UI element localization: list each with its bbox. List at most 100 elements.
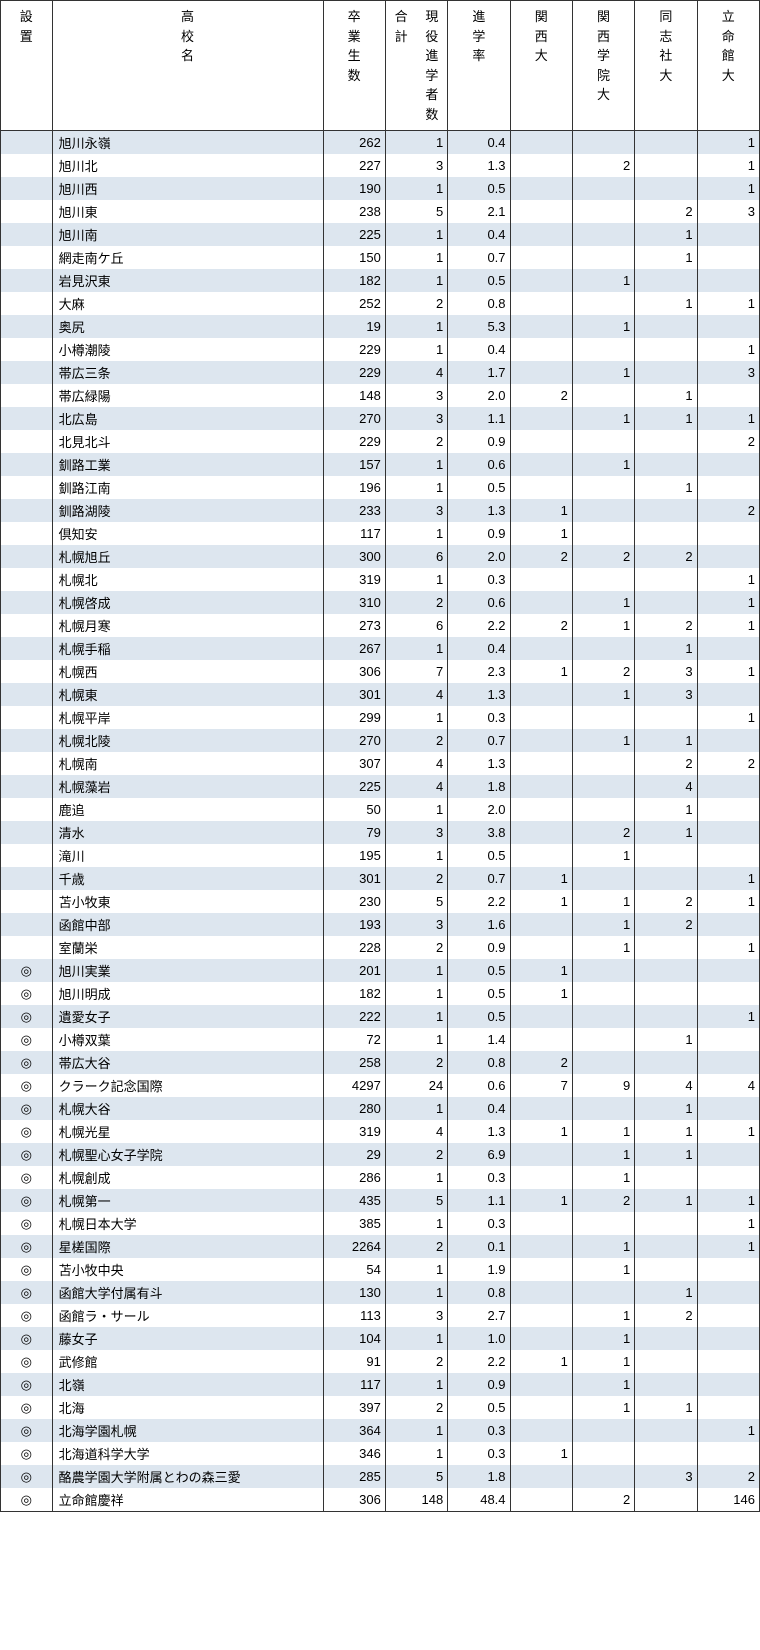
table-row: 小樽潮陵22910.41	[1, 338, 760, 361]
table-row: 滝川19510.51	[1, 844, 760, 867]
cell-kwansei: 1	[572, 1327, 634, 1350]
table-row: 清水7933.821	[1, 821, 760, 844]
cell-total: 5	[385, 1189, 447, 1212]
cell-ritsumei: 1	[697, 890, 759, 913]
table-row: ◎函館ラ・サール11332.712	[1, 1304, 760, 1327]
cell-ritsumei	[697, 1166, 759, 1189]
table-row: 札幌東30141.313	[1, 683, 760, 706]
cell-kansai	[510, 1488, 572, 1512]
cell-total: 1	[385, 315, 447, 338]
cell-kansai	[510, 1327, 572, 1350]
cell-name: 北広島	[52, 407, 323, 430]
cell-name: 札幌大谷	[52, 1097, 323, 1120]
cell-total: 1	[385, 568, 447, 591]
cell-total: 2	[385, 729, 447, 752]
table-row: ◎北海39720.511	[1, 1396, 760, 1419]
cell-setchi	[1, 844, 53, 867]
cell-name: 札幌北	[52, 568, 323, 591]
cell-grad: 252	[323, 292, 385, 315]
cell-kwansei	[572, 1442, 634, 1465]
table-row: 倶知安11710.91	[1, 522, 760, 545]
cell-kwansei	[572, 568, 634, 591]
cell-kansai: 2	[510, 545, 572, 568]
cell-kwansei	[572, 1212, 634, 1235]
cell-kansai	[510, 154, 572, 177]
table-row: 旭川西19010.51	[1, 177, 760, 200]
cell-kansai: 2	[510, 384, 572, 407]
cell-setchi: ◎	[1, 1327, 53, 1350]
cell-setchi	[1, 706, 53, 729]
cell-name: 千歳	[52, 867, 323, 890]
cell-kwansei: 1	[572, 890, 634, 913]
cell-kansai: 7	[510, 1074, 572, 1097]
cell-name: 苫小牧中央	[52, 1258, 323, 1281]
cell-rate: 1.7	[448, 361, 510, 384]
cell-doshisha: 2	[635, 545, 697, 568]
cell-kansai	[510, 200, 572, 223]
cell-setchi: ◎	[1, 1304, 53, 1327]
cell-kwansei	[572, 1097, 634, 1120]
cell-ritsumei	[697, 775, 759, 798]
cell-total: 2	[385, 936, 447, 959]
cell-grad: 228	[323, 936, 385, 959]
cell-kwansei: 1	[572, 936, 634, 959]
table-row: 帯広三条22941.713	[1, 361, 760, 384]
cell-grad: 54	[323, 1258, 385, 1281]
cell-doshisha	[635, 430, 697, 453]
cell-ritsumei	[697, 637, 759, 660]
cell-total: 5	[385, 890, 447, 913]
cell-grad: 306	[323, 1488, 385, 1512]
cell-kansai	[510, 430, 572, 453]
cell-name: 釧路工業	[52, 453, 323, 476]
cell-name: 北海道科学大学	[52, 1442, 323, 1465]
col-header-kwansei: 関西学院大	[572, 1, 634, 131]
cell-grad: 113	[323, 1304, 385, 1327]
table-row: ◎札幌第一43551.11211	[1, 1189, 760, 1212]
table-row: 旭川永嶺26210.41	[1, 131, 760, 155]
col-header-rate: 進学率	[448, 1, 510, 131]
cell-name: 札幌東	[52, 683, 323, 706]
cell-kwansei	[572, 476, 634, 499]
cell-rate: 1.9	[448, 1258, 510, 1281]
cell-kansai	[510, 1396, 572, 1419]
cell-ritsumei: 1	[697, 131, 759, 155]
cell-kansai	[510, 821, 572, 844]
cell-doshisha	[635, 499, 697, 522]
cell-kwansei	[572, 637, 634, 660]
cell-total: 1	[385, 1327, 447, 1350]
cell-kwansei: 2	[572, 1189, 634, 1212]
cell-grad: 258	[323, 1051, 385, 1074]
table-row: ◎札幌大谷28010.41	[1, 1097, 760, 1120]
cell-grad: 270	[323, 407, 385, 430]
cell-ritsumei	[697, 1143, 759, 1166]
cell-total: 2	[385, 591, 447, 614]
cell-doshisha	[635, 1166, 697, 1189]
cell-kansai	[510, 1373, 572, 1396]
cell-ritsumei	[697, 1028, 759, 1051]
cell-doshisha	[635, 1350, 697, 1373]
cell-total: 4	[385, 361, 447, 384]
cell-total: 2	[385, 1396, 447, 1419]
cell-setchi: ◎	[1, 1419, 53, 1442]
cell-doshisha: 1	[635, 1396, 697, 1419]
cell-doshisha: 2	[635, 200, 697, 223]
cell-name: 清水	[52, 821, 323, 844]
cell-total: 3	[385, 913, 447, 936]
cell-doshisha: 4	[635, 775, 697, 798]
cell-name: 札幌日本大学	[52, 1212, 323, 1235]
cell-grad: 91	[323, 1350, 385, 1373]
cell-total: 1	[385, 269, 447, 292]
cell-setchi	[1, 545, 53, 568]
table-row: 札幌南30741.322	[1, 752, 760, 775]
cell-total: 1	[385, 223, 447, 246]
cell-rate: 0.3	[448, 706, 510, 729]
cell-rate: 0.9	[448, 936, 510, 959]
cell-doshisha	[635, 522, 697, 545]
cell-kwansei	[572, 1281, 634, 1304]
cell-total: 1	[385, 637, 447, 660]
cell-kwansei: 1	[572, 1258, 634, 1281]
cell-kansai	[510, 1143, 572, 1166]
cell-rate: 0.3	[448, 1166, 510, 1189]
cell-kwansei: 1	[572, 407, 634, 430]
cell-doshisha	[635, 1442, 697, 1465]
